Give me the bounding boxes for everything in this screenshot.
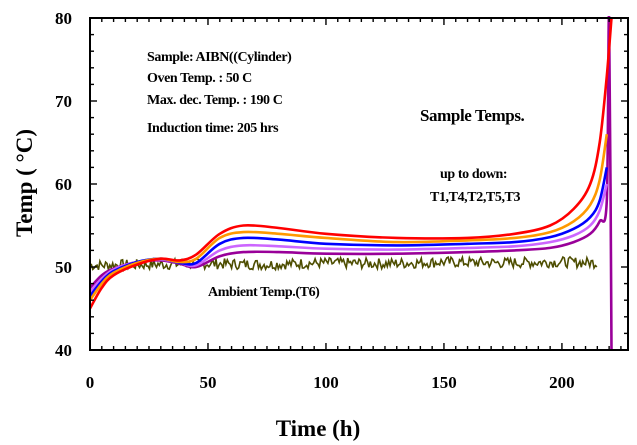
x-tick-label: 0: [86, 373, 95, 392]
y-axis-title: Temp ( °C): [12, 129, 37, 237]
plot-frame: [89, 17, 629, 351]
y-tick-label: 40: [55, 341, 72, 360]
y-tick-label: 70: [55, 92, 72, 111]
annotation-induction-time: Induction time: 205 hrs: [147, 121, 279, 136]
y-tick-label: 80: [55, 9, 72, 28]
annotation-order-series: T1,T4,T2,T5,T3: [430, 190, 520, 205]
series-t5-line: [90, 183, 609, 293]
y-tick-label: 50: [55, 258, 72, 277]
x-tick-label: 200: [549, 373, 575, 392]
series-t3-line: [90, 16, 613, 351]
series-t4-line: [90, 133, 609, 301]
series-layer: [90, 16, 613, 351]
annotation-ambient-temp: Ambient Temp.(T6): [208, 285, 320, 300]
axes-layer: [89, 17, 629, 351]
x-tick-label: 150: [431, 373, 457, 392]
y-tick-label: 60: [55, 175, 72, 194]
x-tick-label: 100: [313, 373, 339, 392]
annotation-order-label: up to down:: [440, 167, 507, 182]
annotation-oven-temp: Oven Temp. : 50 C: [147, 71, 252, 86]
series-t1-line: [90, 17, 613, 310]
x-axis-title: Time (h): [276, 416, 361, 441]
x-tick-label: 50: [199, 373, 216, 392]
annotation-max-dec-temp: Max. dec. Temp. : 190 C: [147, 93, 283, 108]
annotation-sample: Sample: AIBN((Cylinder): [147, 50, 292, 65]
annotation-sample-temps: Sample Temps.: [420, 106, 525, 125]
tick-labels: 0 50 100 150 200 40 50 60 70 80: [55, 9, 575, 392]
